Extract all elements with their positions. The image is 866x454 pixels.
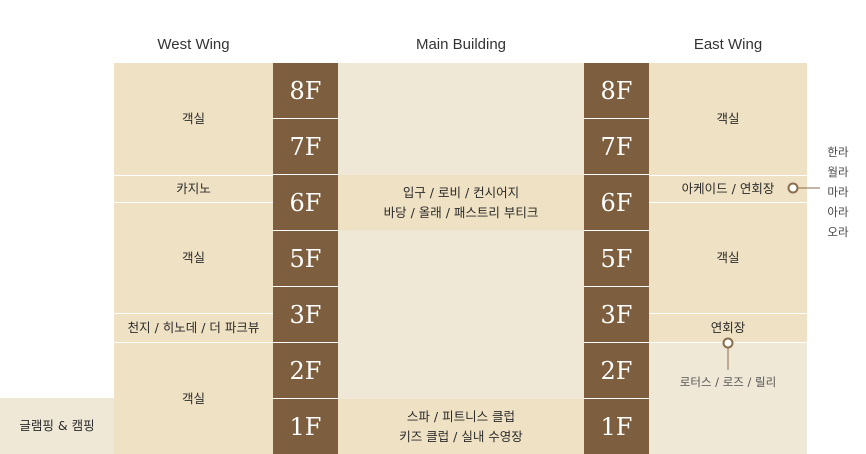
divider: [114, 175, 273, 176]
floor-8f-left: 8F: [273, 63, 338, 118]
main-building-header: Main Building: [415, 36, 507, 53]
east-banquet: 연회장: [649, 314, 807, 342]
divider: [114, 313, 273, 314]
floor-2f-right: 2F: [584, 343, 649, 398]
floor-7f-right: 7F: [584, 119, 649, 174]
east-banquet-label: 연회장: [710, 320, 746, 335]
west-lounge-label: 천지 / 히노데 / 더 파크뷰: [127, 320, 260, 335]
main-spa-line2: 키즈 클럽 / 실내 수영장: [399, 428, 523, 444]
banquet-marker-icon: [722, 337, 734, 349]
floor-7f-left: 7F: [273, 119, 338, 174]
main-spa-line1: 스파 / 피트니스 클럽: [406, 408, 516, 424]
floor-8f-right: 8F: [584, 63, 649, 118]
main-spa: 스파 / 피트니스 클럽 키즈 클럽 / 실내 수영장: [338, 399, 584, 454]
east-rooms-mid-label: 객실: [716, 250, 740, 265]
main-building-body: [338, 63, 584, 454]
west-rooms-top: 객실: [114, 63, 273, 175]
divider: [649, 202, 807, 203]
east-rooms-top: 객실: [649, 63, 807, 175]
hall-marker-icon: [787, 182, 799, 194]
glamping-block: 글램핑 & 캠핑: [0, 398, 114, 454]
main-lobby-line1: 입구 / 로비 / 컨시어지: [402, 184, 520, 200]
divider: [114, 202, 273, 203]
floor-6f-left: 6F: [273, 175, 338, 230]
floor-1f-right: 1F: [584, 399, 649, 454]
hall-item: 한라: [827, 145, 849, 159]
west-rooms-mid: 객실: [114, 203, 273, 313]
hall-item: 월라: [827, 165, 849, 179]
floor-5f-right: 5F: [584, 231, 649, 286]
west-rooms-top-label: 객실: [181, 111, 205, 126]
halls-list: 한라 월라 마라 아라 오라: [818, 142, 858, 242]
east-wing-header: East Wing: [693, 36, 763, 53]
west-rooms-bottom-label: 객실: [181, 390, 205, 406]
floor-1f-left: 1F: [273, 399, 338, 454]
floor-2f-left: 2F: [273, 343, 338, 398]
floor-3f-right: 3F: [584, 287, 649, 342]
divider: [649, 313, 807, 314]
east-banquet-rooms-label: 로터스 / 로즈 / 릴리: [679, 375, 777, 389]
main-lobby: 입구 / 로비 / 컨시어지 바당 / 올래 / 패스트리 부티크: [338, 175, 584, 230]
floor-3f-left: 3F: [273, 287, 338, 342]
west-rooms-mid-label: 객실: [181, 250, 205, 265]
floor-6f-right: 6F: [584, 175, 649, 230]
west-casino: 카지노: [114, 176, 273, 202]
divider: [114, 342, 273, 343]
west-rooms-bottom: 객실: [114, 343, 273, 454]
hall-item: 아라: [827, 205, 849, 219]
hall-item: 오라: [827, 225, 849, 239]
west-wing-header: West Wing: [157, 36, 230, 53]
glamping-label: 글램핑 & 캠핑: [19, 418, 95, 433]
east-rooms-mid: 객실: [649, 203, 807, 313]
west-lounge: 천지 / 히노데 / 더 파크뷰: [114, 314, 273, 342]
west-casino-label: 카지노: [176, 181, 211, 196]
east-rooms-top-label: 객실: [716, 111, 740, 126]
main-lobby-line2: 바당 / 올래 / 패스트리 부티크: [383, 204, 539, 220]
hall-item: 마라: [827, 185, 849, 199]
east-arcade: 아케이드 / 연회장: [649, 176, 807, 202]
floor-5f-left: 5F: [273, 231, 338, 286]
divider: [649, 175, 807, 176]
east-arcade-label: 아케이드 / 연회장: [681, 181, 775, 196]
